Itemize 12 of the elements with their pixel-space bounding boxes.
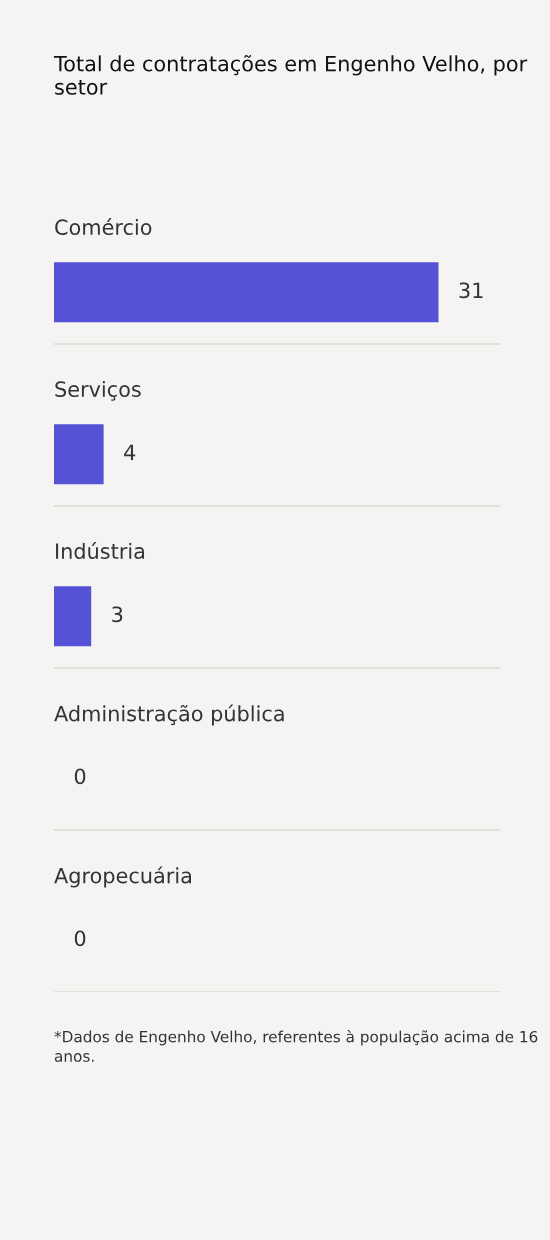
data-label: 4 xyxy=(124,444,136,460)
y-tick-label: Serviços xyxy=(55,380,141,401)
y-tick-label: Administração pública xyxy=(54,704,284,726)
data-label: 0 xyxy=(74,768,86,785)
data-label: 31 xyxy=(459,282,483,299)
text: *Dados de Engenho Velho, referentes à população acima de 16 anos. xyxy=(54,1030,538,1062)
data-label: 3 xyxy=(112,606,123,623)
data-label: 0 xyxy=(74,930,86,947)
chart-title: Total de contratações em Engenho Velho, por setor xyxy=(53,55,528,95)
y-tick-label: Comércio xyxy=(55,218,152,236)
y-tick-label: Indústria xyxy=(56,542,145,560)
y-tick-label: Agropecuária xyxy=(54,866,192,888)
